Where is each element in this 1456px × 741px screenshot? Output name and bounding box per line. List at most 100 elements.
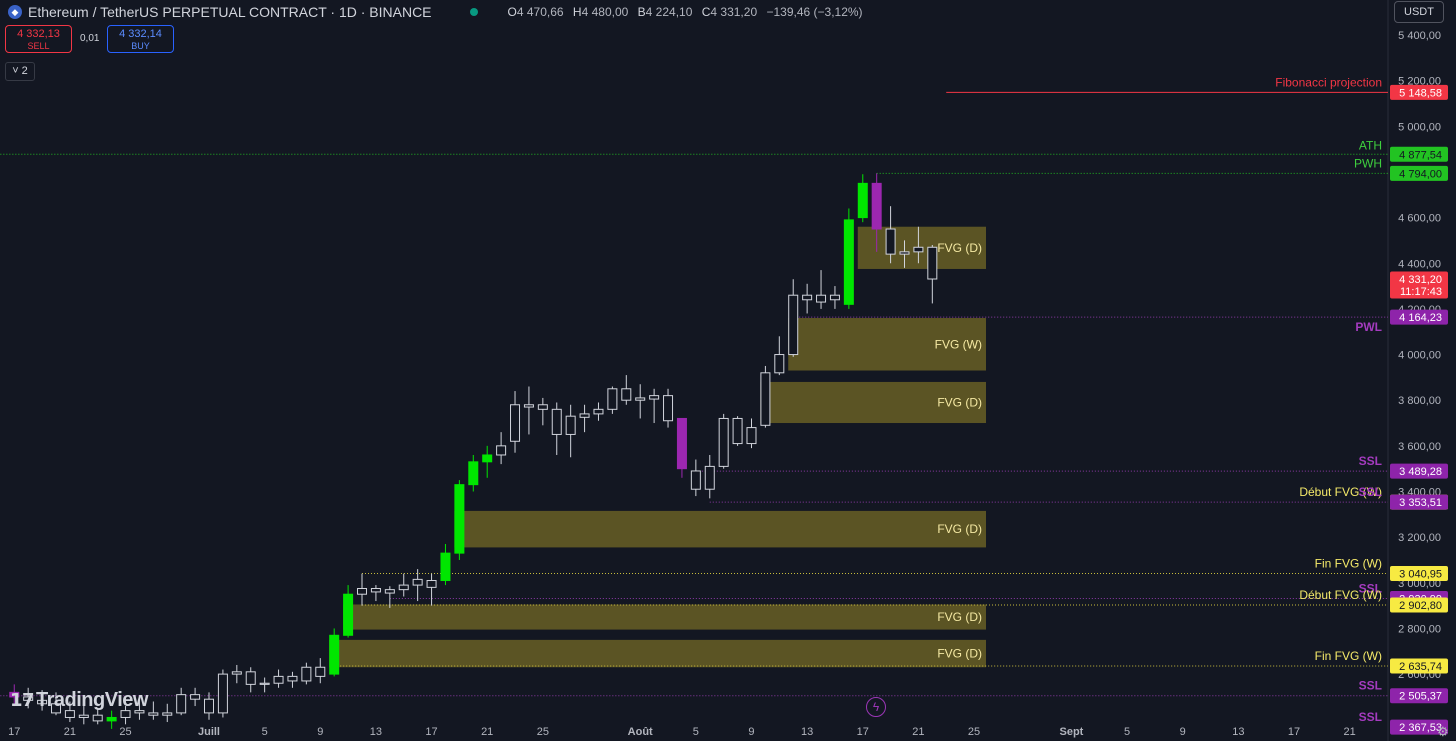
level-label: Fibonacci projection (1275, 75, 1382, 89)
price-tag-label: 2 902,80 (1399, 600, 1442, 612)
currency-selector[interactable]: USDT (1394, 1, 1444, 23)
y-tick-label: 5 000,00 (1398, 121, 1441, 133)
candle-body (384, 589, 395, 594)
x-tick-label: 9 (1180, 726, 1186, 738)
candle-body (885, 228, 896, 255)
x-tick-label: Juill (198, 726, 220, 738)
price-tag (1390, 165, 1448, 181)
candle (370, 585, 381, 602)
candle-body (482, 454, 493, 463)
candle (37, 690, 48, 711)
candle (857, 174, 868, 223)
candle-body (537, 404, 548, 410)
candle-body (899, 251, 910, 255)
candle-body (398, 584, 409, 591)
candle-body (565, 415, 576, 435)
price-tag (1390, 688, 1448, 704)
x-tick-label: 21 (912, 726, 924, 738)
candle-body (273, 675, 284, 684)
candle (357, 573, 368, 606)
x-tick-label: Sept (1059, 726, 1083, 738)
candle-body (217, 673, 228, 714)
candle (468, 454, 479, 492)
candle-body (245, 671, 256, 685)
price-tag (1390, 463, 1448, 479)
candle-body (426, 580, 437, 588)
x-tick-label: 17 (1288, 726, 1300, 738)
candle (134, 699, 145, 720)
candle (78, 703, 89, 725)
candle-body (663, 395, 674, 422)
candle-body (357, 588, 368, 595)
candle (523, 386, 534, 435)
sell-button[interactable]: 4 332,13 SELL (5, 25, 72, 53)
candle-body (134, 710, 145, 714)
candle-body (454, 484, 465, 554)
candle (510, 391, 521, 453)
settings-gear-icon[interactable]: ⚙ (1437, 724, 1449, 739)
y-tick-label: 3 600,00 (1398, 441, 1441, 453)
price-tag (1390, 494, 1448, 510)
price-tag (1390, 84, 1448, 100)
price-tag (1390, 146, 1448, 162)
candle (23, 687, 34, 709)
candle (746, 418, 757, 449)
candle-body (190, 694, 201, 700)
buy-button[interactable]: 4 332,14 BUY (107, 25, 174, 53)
candle (9, 684, 20, 707)
open-value: 4 470,66 (516, 5, 564, 19)
candle-body (635, 397, 646, 401)
candle-body (162, 712, 173, 716)
candle (190, 687, 201, 707)
candle-body (649, 395, 660, 400)
candle (829, 286, 840, 309)
candle-body (315, 666, 326, 677)
candle (287, 671, 298, 688)
price-tag-label: 4 164,23 (1399, 312, 1442, 324)
candle (440, 543, 451, 586)
y-tick-label: 3 800,00 (1398, 395, 1441, 407)
x-tick-label: 21 (64, 726, 76, 738)
high-value: 4 480,00 (581, 5, 629, 19)
symbol-title[interactable]: Ethereum / TetherUS PERPETUAL CONTRACT ·… (28, 4, 432, 20)
candle-body (204, 698, 214, 714)
y-tick-label: 4 400,00 (1398, 258, 1441, 270)
price-tag-label: 3 489,28 (1399, 466, 1442, 478)
fvg-zone-label: FVG (D) (937, 647, 982, 661)
price-tag (1390, 597, 1448, 613)
price-tag (1390, 719, 1448, 735)
candle (649, 388, 660, 424)
candle (635, 384, 646, 419)
candle-body (788, 294, 799, 356)
candle-body (64, 710, 75, 718)
candle (690, 459, 701, 497)
candle-body (774, 354, 785, 374)
candle-body (704, 465, 715, 490)
x-tick-label: 21 (481, 726, 493, 738)
level-label: Fin FVG (W) (1315, 556, 1382, 570)
candle-body (92, 714, 103, 722)
level-label: Fin FVG (W) (1315, 649, 1382, 663)
indicators-toggle[interactable]: ˅ 2 (5, 62, 35, 81)
price-tag (1390, 658, 1448, 674)
x-tick-label: 25 (968, 726, 980, 738)
x-tick-label: 17 (8, 726, 20, 738)
candle (329, 628, 340, 677)
candle-body (231, 671, 242, 675)
price-tag (1390, 309, 1448, 325)
flash-icon[interactable]: ϟ (866, 697, 886, 717)
level-label: SSL (1359, 454, 1382, 468)
x-tick-label: 17 (425, 726, 437, 738)
x-tick-label: Août (628, 726, 653, 738)
sell-label: SELL (27, 41, 50, 51)
tradingview-logo: 𝟭𝟳TradingView (10, 689, 148, 711)
candle-body (927, 246, 938, 280)
x-tick-label: 17 (857, 726, 869, 738)
candle-body (732, 417, 743, 445)
candle-body (843, 219, 854, 305)
level-label: SSL (1359, 485, 1382, 499)
candle-body (78, 714, 89, 718)
candle (231, 664, 242, 684)
candle (301, 662, 312, 685)
